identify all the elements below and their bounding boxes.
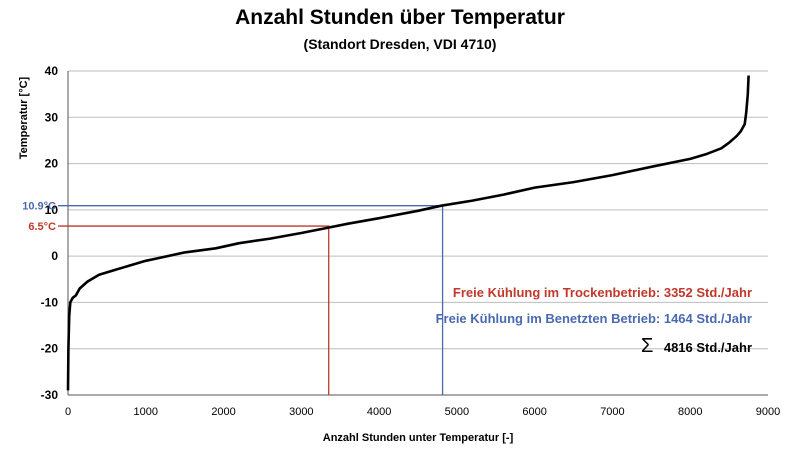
y-tick-label: -30 xyxy=(41,388,59,402)
reference-lines: 10.9°C 6.5°C xyxy=(22,201,444,395)
x-tick-label: 4000 xyxy=(367,406,391,418)
y-tick-label: -20 xyxy=(41,342,59,356)
reference-label-red: 6.5°C xyxy=(28,221,56,233)
tick-labels: 40 30 20 10 0 -10 -20 -30 0 1000 2000 3000 4000 5000 6… xyxy=(41,64,781,418)
y-tick-label: 40 xyxy=(45,64,59,78)
y-tick-label: 20 xyxy=(45,157,59,171)
x-tick-label: 0 xyxy=(65,406,71,418)
x-tick-label: 2000 xyxy=(211,406,235,418)
x-tick-label: 6000 xyxy=(522,406,546,418)
reference-label-blue: 10.9°C xyxy=(22,201,56,213)
x-tick-label: 5000 xyxy=(445,406,469,418)
y-tick-label: -10 xyxy=(41,295,59,309)
x-tick-label: 7000 xyxy=(600,406,624,418)
y-tick-label: 10 xyxy=(45,203,59,217)
series-line-temperature xyxy=(66,75,750,391)
series xyxy=(66,75,750,391)
x-tick-label: 1000 xyxy=(134,406,158,418)
y-axis-label: Temperatur [°C] xyxy=(18,76,30,159)
y-tick-label: 30 xyxy=(45,110,59,124)
x-tick-label: 9000 xyxy=(756,406,780,418)
x-tick-label: 8000 xyxy=(678,406,702,418)
gridlines xyxy=(68,70,768,350)
annotation-sum: 4816 Std./Jahr xyxy=(664,340,752,355)
reference-line-blue xyxy=(58,205,444,395)
reference-line-red xyxy=(58,225,330,395)
chart-title: Anzahl Stunden über Temperatur xyxy=(235,6,565,29)
x-axis-label: Anzahl Stunden unter Temperatur [-] xyxy=(323,432,514,444)
chart-subtitle: (Standort Dresden, VDI 4710) xyxy=(303,36,497,52)
annotation-benetzt: Freie Kühlung im Benetzten Betrieb: 1464… xyxy=(436,311,752,326)
y-tick-label: 0 xyxy=(51,249,58,263)
sum-symbol: Σ xyxy=(641,335,653,357)
x-tick-label: 3000 xyxy=(289,406,313,418)
annotation-trocken: Freie Kühlung im Trockenbetrieb: 3352 St… xyxy=(453,285,752,300)
